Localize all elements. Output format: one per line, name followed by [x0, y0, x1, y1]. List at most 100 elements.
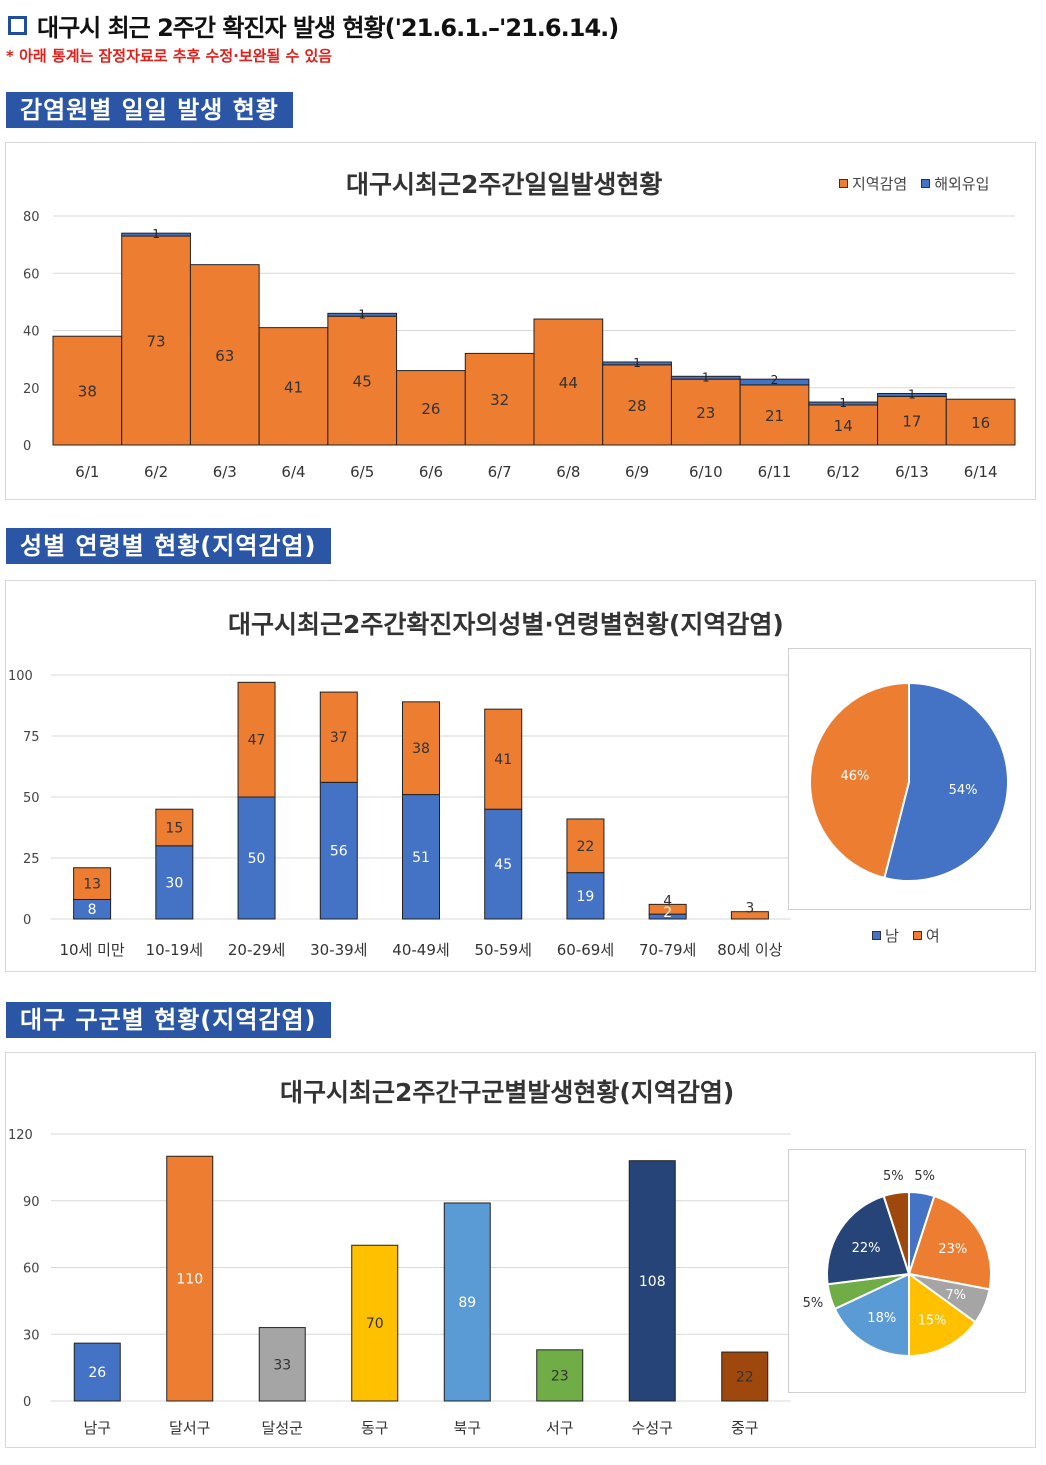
data-label-female: 22 — [577, 839, 595, 855]
data-label-local: 16 — [971, 414, 990, 432]
pie-data-label: 5% — [803, 1296, 824, 1311]
data-label-overseas: 1 — [633, 356, 641, 370]
data-label-local: 41 — [284, 378, 303, 396]
bar-overseas — [877, 392, 947, 397]
y-tick-label: 25 — [23, 852, 40, 867]
data-label-district: 70 — [366, 1316, 384, 1332]
pie-slice — [826, 1194, 911, 1286]
data-label-male: 2 — [663, 905, 672, 921]
data-label-local: 45 — [353, 373, 372, 391]
gender-pie-box: 54% 46% — [788, 648, 1031, 910]
y-tick-label: 100 — [8, 669, 33, 684]
data-label-overseas: 1 — [908, 387, 916, 401]
district-chart-title: 대구시최근2주간구군별발생현황(지역감염) — [280, 1078, 735, 1107]
pie-slice — [882, 1190, 910, 1275]
bar-overseas — [739, 378, 810, 386]
section-gender-age-header: 성별 연령별 현황(지역감염) — [6, 528, 331, 564]
bar-female — [319, 691, 358, 783]
x-tick-label: 6/7 — [488, 463, 512, 481]
data-label-overseas: 1 — [839, 396, 847, 410]
bar-local — [533, 318, 604, 446]
data-label-district: 33 — [273, 1357, 291, 1373]
y-tick-label: 0 — [23, 439, 31, 454]
bar-district — [443, 1202, 491, 1402]
bar-male — [402, 794, 440, 920]
data-label-local: 32 — [490, 391, 509, 409]
data-label-female: 15 — [165, 821, 183, 837]
bar-female — [73, 867, 112, 900]
data-label-male: 56 — [330, 844, 348, 860]
district-chart-panel: 대구시최근2주간구군별발생현황(지역감염) 0 30 60 90 120 26 남구 110 달… — [5, 1052, 1036, 1448]
data-label-local: 73 — [147, 333, 166, 351]
x-tick-label: 북구 — [453, 1419, 481, 1437]
data-label-overseas: 1 — [702, 370, 710, 384]
y-tick-label: 120 — [8, 1128, 33, 1143]
pie-data-label: 18% — [867, 1311, 896, 1326]
data-label-local: 38 — [78, 383, 97, 401]
data-label-male: 45 — [494, 857, 512, 873]
x-tick-label: 6/12 — [826, 463, 860, 481]
bar-local — [877, 395, 947, 446]
bar-female — [730, 911, 769, 920]
district-pie-svg: 5% 23% 7% 15% 18% 5% 22% 5% — [803, 1169, 992, 1358]
pie-data-label: 46% — [841, 769, 870, 784]
bar-local — [670, 378, 741, 446]
bar-female — [402, 701, 440, 796]
y-tick-label: 30 — [23, 1328, 40, 1343]
square-bullet-icon — [8, 16, 27, 35]
x-tick-label: 60-69세 — [557, 941, 614, 959]
legend-swatch-local — [839, 179, 848, 188]
x-tick-label: 70-79세 — [639, 941, 696, 959]
x-tick-label: 6/13 — [895, 463, 929, 481]
data-label-district: 108 — [639, 1274, 666, 1290]
data-label-female: 37 — [330, 730, 348, 746]
x-tick-label: 40-49세 — [392, 941, 449, 959]
pie-slice — [808, 681, 910, 880]
data-label-local: 44 — [559, 374, 578, 392]
bar-male — [155, 845, 194, 920]
legend-label-local: 지역감염 — [852, 175, 908, 193]
y-tick-label: 40 — [23, 325, 40, 340]
x-tick-label: 6/8 — [556, 463, 580, 481]
data-label-female: 3 — [745, 901, 754, 917]
y-tick-label: 75 — [23, 730, 40, 745]
legend-label-female: 여 — [925, 927, 940, 945]
data-label-local: 26 — [421, 400, 440, 418]
data-label-district: 89 — [458, 1295, 476, 1311]
y-tick-label: 80 — [23, 210, 40, 225]
x-tick-label: 6/14 — [964, 463, 998, 481]
page-title: 대구시 최근 2주간 확진자 발생 현황('21.6.1.–'21.6.14.) — [8, 8, 619, 43]
gender-pie-legend: 남 여 — [872, 925, 940, 946]
bar-local — [258, 327, 329, 446]
data-label-local: 17 — [902, 413, 921, 431]
x-tick-label: 서구 — [546, 1419, 574, 1437]
bar-local — [396, 370, 466, 446]
bar-district — [166, 1155, 214, 1402]
x-tick-label: 50-59세 — [475, 941, 532, 959]
pie-data-label: 22% — [852, 1241, 881, 1256]
data-label-male: 8 — [88, 902, 97, 918]
legend-swatch-female — [912, 931, 922, 940]
pie-slice — [883, 681, 1009, 882]
x-tick-label: 수성구 — [632, 1419, 673, 1437]
data-label-local: 14 — [834, 417, 853, 435]
bar-overseas — [602, 361, 672, 366]
legend-item-female: 여 — [912, 925, 940, 946]
bar-district — [628, 1160, 676, 1402]
pie-slice — [908, 1272, 977, 1358]
pie-slice — [833, 1272, 910, 1358]
data-label-overseas: 1 — [152, 227, 160, 241]
x-tick-label: 6/11 — [758, 463, 792, 481]
data-label-local: 28 — [628, 397, 647, 415]
x-tick-label: 달서구 — [169, 1419, 210, 1437]
data-label-district: 23 — [551, 1368, 569, 1384]
legend-label-overseas: 해외유입 — [934, 175, 990, 193]
legend-item-overseas: 해외유입 — [921, 173, 989, 194]
legend-swatch-male — [872, 931, 881, 940]
bar-district — [536, 1349, 584, 1402]
gender-age-chart-title: 대구시최근2주간확진자의성별·연령별현황(지역감염) — [228, 610, 784, 639]
x-tick-label: 6/6 — [419, 463, 443, 481]
data-label-female: 47 — [248, 733, 266, 749]
bar-local — [189, 264, 260, 446]
data-label-overseas: 1 — [358, 307, 366, 321]
